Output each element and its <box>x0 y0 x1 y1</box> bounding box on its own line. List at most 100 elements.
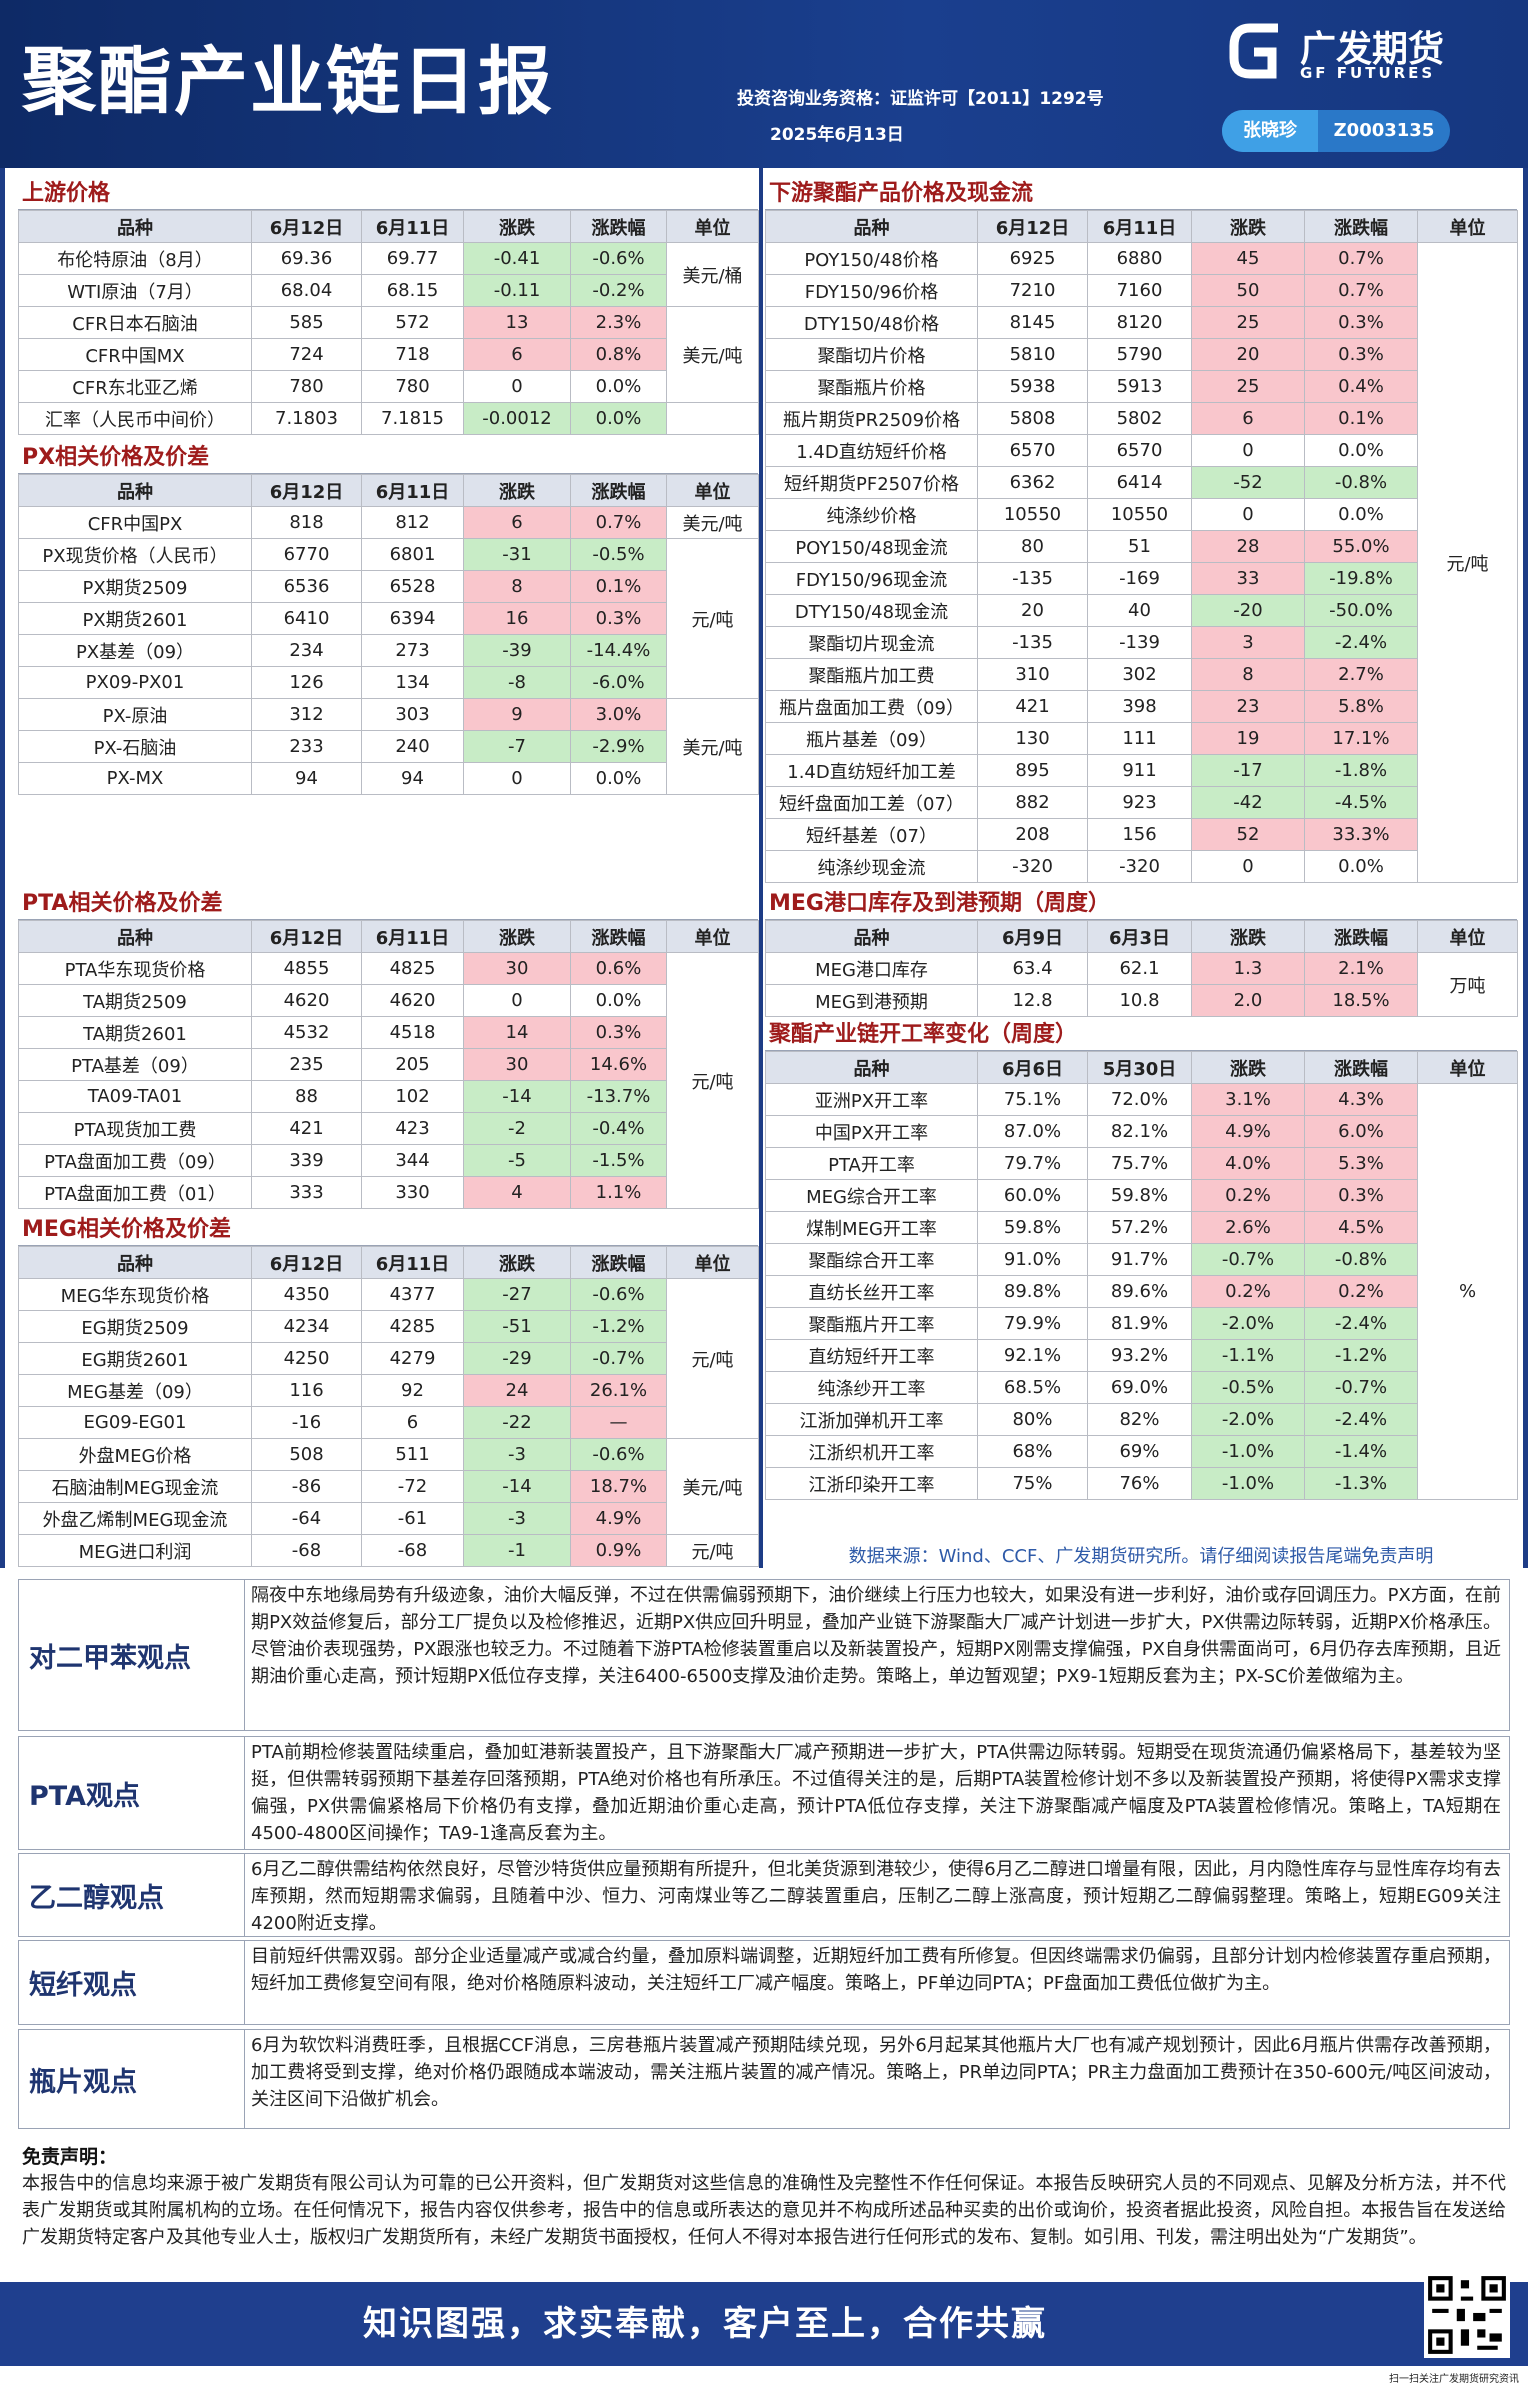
table-row: PX09-PX01 126 134 -8 -6.0% <box>18 666 759 699</box>
item-name: PTA华东现货价格 <box>18 952 252 985</box>
column-header: 6月6日 <box>977 1051 1088 1084</box>
table-row: TA09-TA01 88 102 -14 -13.7% <box>18 1080 759 1113</box>
value-cell: 0.4% <box>1304 370 1418 403</box>
item-name: PTA现货加工费 <box>18 1112 252 1145</box>
view-text: PTA前期检修装置陆续重启，叠加虹港新装置投产，且下游聚酯大厂减产预期进一步扩大… <box>251 1742 1501 1844</box>
item-name: 聚酯瓶片加工费 <box>765 658 978 691</box>
value-cell: 4.0% <box>1191 1147 1305 1180</box>
value-cell: 0.2% <box>1304 1275 1418 1308</box>
value-cell: -16 <box>251 1406 362 1439</box>
value-cell: 0.7% <box>1304 242 1418 275</box>
value-cell: 4518 <box>361 1016 464 1049</box>
value-cell: -52 <box>1191 466 1305 499</box>
value-cell: -72 <box>361 1470 464 1503</box>
table-row: 短纤基差（07） 208 156 52 33.3% <box>765 818 1518 851</box>
value-cell: 5790 <box>1087 338 1192 371</box>
value-cell: 12.8 <box>977 984 1088 1017</box>
value-cell: 895 <box>977 754 1088 787</box>
value-cell: 0 <box>463 762 571 795</box>
item-name: EG09-EG01 <box>18 1406 252 1439</box>
slogan: 知识图强，求实奉献，客户至上，合作共赢 <box>363 2304 1047 2344</box>
column-header: 6月11日 <box>361 920 464 953</box>
logo-english: GF FUTURES <box>1300 64 1436 82</box>
value-cell: 80 <box>977 530 1088 563</box>
value-cell: 0 <box>1191 850 1305 883</box>
item-name: CFR中国MX <box>18 338 252 371</box>
value-cell: 28 <box>1191 530 1305 563</box>
value-cell: 3.0% <box>570 698 667 731</box>
value-cell: 0.3% <box>1304 306 1418 339</box>
item-name: PTA盘面加工费（09） <box>18 1144 252 1177</box>
item-name: 布伦特原油（8月） <box>18 242 252 275</box>
column-header: 6月3日 <box>1087 920 1192 953</box>
value-cell: 5.3% <box>1304 1147 1418 1180</box>
column-header: 涨跌幅 <box>570 210 667 243</box>
value-cell: 33.3% <box>1304 818 1418 851</box>
value-cell: 344 <box>361 1144 464 1177</box>
logo-shape <box>1229 23 1278 79</box>
value-cell: -0.5% <box>1191 1371 1305 1404</box>
table-row: FDY150/96现金流 -135 -169 33 -19.8% <box>765 562 1518 595</box>
value-cell: 6 <box>1191 402 1305 435</box>
value-cell: 780 <box>361 370 464 403</box>
table-row: 1.4D直纺短纤价格 6570 6570 0 0.0% <box>765 434 1518 467</box>
value-cell: 1.3 <box>1191 952 1305 985</box>
value-cell: 0.9% <box>570 1534 667 1567</box>
table-row: 纯涤纱价格 10550 10550 0 0.0% <box>765 498 1518 531</box>
value-cell: -2.4% <box>1304 1307 1418 1340</box>
value-cell: 5938 <box>977 370 1088 403</box>
table-row: PX期货2509 6536 6528 8 0.1% <box>18 570 759 603</box>
value-cell: 0.0% <box>1304 498 1418 531</box>
value-cell: -14.4% <box>570 634 667 667</box>
section-title: MEG相关价格及价差 <box>18 1214 758 1246</box>
item-name: 江浙织机开工率 <box>765 1435 978 1468</box>
value-cell: 4825 <box>361 952 464 985</box>
value-cell: 3.1% <box>1191 1083 1305 1116</box>
item-name: 纯涤纱开工率 <box>765 1371 978 1404</box>
value-cell: -3 <box>463 1438 571 1471</box>
item-name: MEG港口库存 <box>765 952 978 985</box>
value-cell: 4.9% <box>570 1502 667 1535</box>
value-cell: -14 <box>463 1470 571 1503</box>
table-row: 瓶片盘面加工费（09） 421 398 23 5.8% <box>765 690 1518 723</box>
value-cell: 55.0% <box>1304 530 1418 563</box>
value-cell: 6801 <box>361 538 464 571</box>
value-cell: 0.7% <box>570 506 667 539</box>
item-name: MEG到港预期 <box>765 984 978 1017</box>
value-cell: 68.15 <box>361 274 464 307</box>
value-cell: 19 <box>1191 722 1305 755</box>
value-cell: 4.5% <box>1304 1211 1418 1244</box>
item-name: 纯涤纱现金流 <box>765 850 978 883</box>
value-cell: 69.77 <box>361 242 464 275</box>
value-cell: 5913 <box>1087 370 1192 403</box>
value-cell: 4350 <box>251 1278 362 1311</box>
column-header: 品种 <box>18 474 252 507</box>
value-cell: -0.7% <box>1191 1243 1305 1276</box>
item-name: MEG基差（09） <box>18 1374 252 1407</box>
value-cell: 2.1% <box>1304 952 1418 985</box>
table-row: 直纺短纤开工率 92.1% 93.2% -1.1% -1.2% <box>765 1339 1518 1372</box>
value-cell: 333 <box>251 1176 362 1209</box>
item-name: PX期货2601 <box>18 602 252 635</box>
column-header: 品种 <box>765 1051 978 1084</box>
value-cell: 0 <box>463 984 571 1017</box>
value-cell: 4250 <box>251 1342 362 1375</box>
table-row: POY150/48价格 6925 6880 45 0.7% 元/吨 <box>765 242 1518 883</box>
value-cell: 156 <box>1087 818 1192 851</box>
value-cell: -8 <box>463 666 571 699</box>
value-cell: -29 <box>463 1342 571 1375</box>
column-header: 涨跌 <box>1191 1051 1305 1084</box>
section-title: PX相关价格及价差 <box>18 442 758 474</box>
table-row: PTA开工率 79.7% 75.7% 4.0% 5.3% <box>765 1147 1518 1180</box>
value-cell: 923 <box>1087 786 1192 819</box>
qualification: 投资咨询业务资格：证监许可【2011】1292号 <box>737 89 1104 109</box>
data-table: 品种 6月12日 6月11日 涨跌 涨跌幅 单位 MEG华东现货价格 4350 4377 -27-… <box>18 1246 759 1567</box>
value-cell: -7 <box>463 730 571 763</box>
value-cell: -0.7% <box>570 1342 667 1375</box>
value-cell: 25 <box>1191 306 1305 339</box>
data-table: 品种 6月12日 6月11日 涨跌 涨跌幅 单位 布伦特原油（8月） 69.36 69.77 -0… <box>18 210 759 435</box>
column-header: 单位 <box>666 474 759 507</box>
column-header: 品种 <box>765 210 978 243</box>
value-cell: 4855 <box>251 952 362 985</box>
value-cell: 6880 <box>1087 242 1192 275</box>
